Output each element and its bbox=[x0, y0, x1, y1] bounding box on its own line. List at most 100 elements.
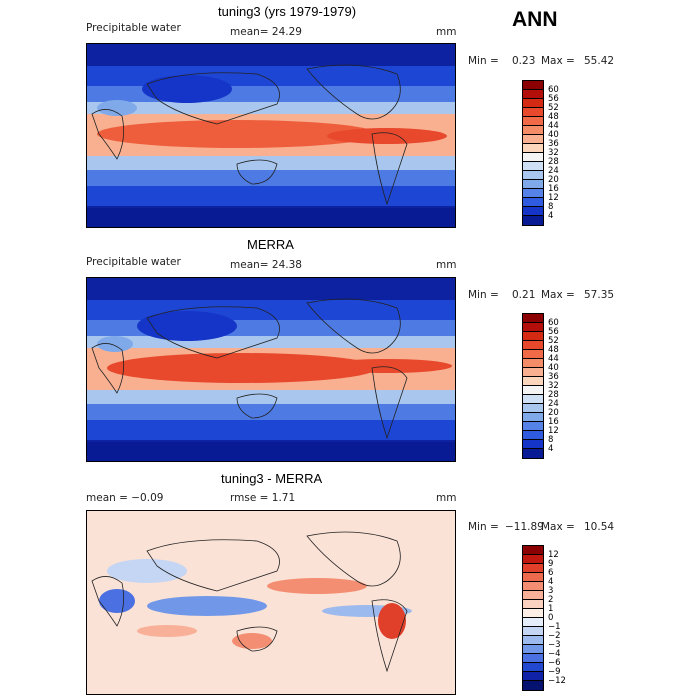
colorbar-tick-label: 4 bbox=[548, 576, 554, 587]
colorbar-segment bbox=[523, 546, 543, 555]
diff-pos-amazon bbox=[378, 603, 406, 639]
coast-south-america bbox=[371, 132, 408, 206]
colorbar-tick-label: 6 bbox=[548, 567, 554, 578]
coast-north-america bbox=[306, 531, 401, 587]
colorbar-segment bbox=[523, 171, 543, 180]
season-label: ANN bbox=[512, 8, 558, 31]
colorbar-tick-label: 44 bbox=[548, 353, 559, 364]
coast-africa bbox=[91, 343, 125, 394]
colorbar-tick-label: 3 bbox=[548, 585, 554, 596]
colorbar-tick-label: 28 bbox=[548, 156, 559, 167]
coast-south-america bbox=[371, 366, 408, 440]
colorbar-segment bbox=[523, 314, 543, 323]
map-itcz bbox=[327, 128, 447, 144]
coast-north-america bbox=[306, 298, 401, 354]
map-antarctica bbox=[87, 442, 455, 461]
colorbar-tick-label: 24 bbox=[548, 398, 559, 409]
colorbar-tick-label: 52 bbox=[548, 335, 559, 346]
colorbar-segment bbox=[523, 341, 543, 350]
colorbar-tick-label: 32 bbox=[548, 380, 559, 391]
coast-north-america bbox=[306, 64, 401, 120]
colorbar-segment bbox=[523, 645, 543, 654]
colorbar-tick-label: 20 bbox=[548, 174, 559, 185]
colorbar-tick-label: −9 bbox=[548, 666, 561, 677]
coast-australia bbox=[236, 393, 278, 419]
colorbar-segment bbox=[523, 681, 543, 690]
colorbar-segment bbox=[523, 180, 543, 189]
colorbar-tick-label: 32 bbox=[548, 147, 559, 158]
colorbar-tick-label: −6 bbox=[548, 657, 561, 668]
colorbar-segment bbox=[523, 99, 543, 108]
coast-australia bbox=[236, 626, 278, 652]
colorbar-tick-label: 24 bbox=[548, 165, 559, 176]
colorbar-tick-label: 60 bbox=[548, 317, 559, 328]
colorbar-segment bbox=[523, 90, 543, 99]
colorbar-segment bbox=[523, 153, 543, 162]
panel-3-max-label: Max = bbox=[541, 521, 575, 533]
colorbar-segment bbox=[523, 564, 543, 573]
diff-pos-pacific bbox=[267, 578, 367, 594]
colorbar-tick-label: −2 bbox=[548, 630, 561, 641]
colorbar-tick-label: 4 bbox=[548, 210, 554, 221]
panel-1-mean-label: mean= 24.29 bbox=[230, 26, 302, 38]
colorbar-tick-label: 8 bbox=[548, 201, 554, 212]
map-dry-africa bbox=[97, 336, 133, 352]
colorbar-tick-label: 28 bbox=[548, 389, 559, 400]
colorbar-segment bbox=[523, 189, 543, 198]
colorbar-tick-label: 16 bbox=[548, 183, 559, 194]
coast-eurasia bbox=[146, 72, 280, 125]
panel-3-map-canvas bbox=[87, 511, 455, 694]
panel-2-map bbox=[86, 277, 456, 462]
panel-2-mean-label: mean= 24.38 bbox=[230, 259, 302, 271]
panel-1-units-label: mm bbox=[436, 26, 457, 38]
colorbar-tick-label: 16 bbox=[548, 416, 559, 427]
colorbar-tick-label: 8 bbox=[548, 434, 554, 445]
colorbar-tick-label: 56 bbox=[548, 93, 559, 104]
colorbar-tick-label: 12 bbox=[548, 425, 559, 436]
colorbar-segment bbox=[523, 422, 543, 431]
colorbar-tick-label: 60 bbox=[548, 84, 559, 95]
colorbar-tick-label: 0 bbox=[548, 612, 554, 623]
diff-pos-australia bbox=[232, 633, 272, 649]
panel-1-colorbar bbox=[522, 80, 544, 226]
panel-1-variable-label: Precipitable water bbox=[86, 22, 181, 34]
colorbar-tick-label: 2 bbox=[548, 594, 554, 605]
panel-3-max-value: 10.54 bbox=[584, 521, 615, 533]
colorbar-segment bbox=[523, 135, 543, 144]
colorbar-segment bbox=[523, 323, 543, 332]
colorbar-segment bbox=[523, 663, 543, 672]
colorbar-segment bbox=[523, 440, 543, 449]
coast-africa bbox=[91, 576, 125, 627]
panel-2-title: MERRA bbox=[247, 237, 294, 252]
colorbar-segment bbox=[523, 600, 543, 609]
colorbar-tick-label: 48 bbox=[548, 111, 559, 122]
colorbar-segment bbox=[523, 449, 543, 458]
panel-1-title: tuning3 (yrs 1979-1979) bbox=[218, 4, 357, 19]
panel-3-title: tuning3 - MERRA bbox=[221, 471, 323, 486]
colorbar-tick-label: −1 bbox=[548, 621, 561, 632]
colorbar-segment bbox=[523, 591, 543, 600]
colorbar-segment bbox=[523, 162, 543, 171]
diff-neg-africa bbox=[99, 589, 135, 613]
colorbar-segment bbox=[523, 404, 543, 413]
colorbar-tick-label: 36 bbox=[548, 138, 559, 149]
colorbar-tick-label: −4 bbox=[548, 648, 561, 659]
map-warm-pool bbox=[97, 120, 377, 148]
colorbar-segment bbox=[523, 144, 543, 153]
colorbar-tick-label: 52 bbox=[548, 102, 559, 113]
panel-3-colorbar bbox=[522, 545, 544, 691]
colorbar-segment bbox=[523, 198, 543, 207]
panel-3-map bbox=[86, 510, 456, 695]
panel-2-variable-label: Precipitable water bbox=[86, 256, 181, 268]
colorbar-segment bbox=[523, 618, 543, 627]
colorbar-segment bbox=[523, 108, 543, 117]
colorbar-segment bbox=[523, 81, 543, 90]
diff-pos-southern bbox=[137, 625, 197, 637]
colorbar-segment bbox=[523, 395, 543, 404]
colorbar-tick-label: −3 bbox=[548, 639, 561, 650]
colorbar-tick-label: 48 bbox=[548, 344, 559, 355]
coast-africa bbox=[91, 109, 125, 160]
panel-2-max-label: Max = bbox=[541, 289, 575, 301]
map-dry-asia bbox=[137, 311, 237, 341]
colorbar-tick-label: 20 bbox=[548, 407, 559, 418]
